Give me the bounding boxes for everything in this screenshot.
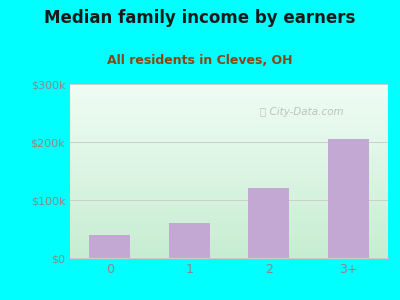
Bar [168, 223, 210, 258]
Bar [248, 188, 290, 258]
Bar [89, 235, 130, 258]
Text: ⓘ City-Data.com: ⓘ City-Data.com [260, 107, 344, 117]
Bar [328, 139, 369, 258]
Text: All residents in Cleves, OH: All residents in Cleves, OH [107, 54, 293, 67]
Text: Median family income by earners: Median family income by earners [44, 9, 356, 27]
